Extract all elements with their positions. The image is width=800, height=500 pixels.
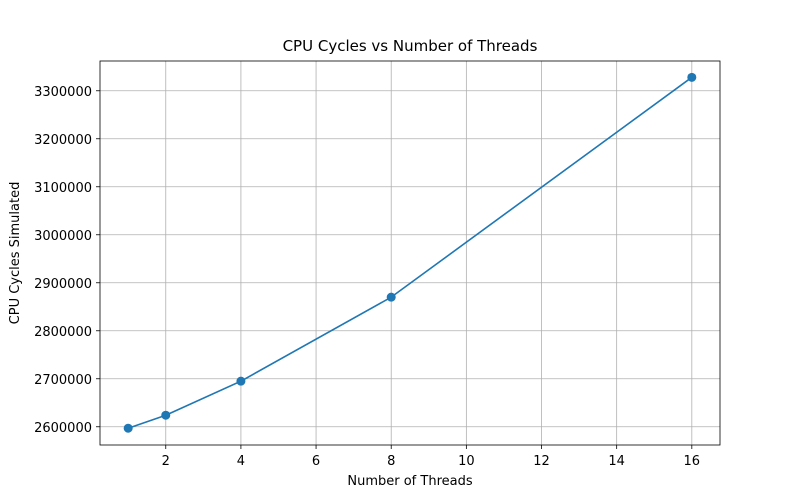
x-tick-label: 10 xyxy=(458,454,475,469)
ticks-layer: 2 4 6 8 10 12 14 16 2600000 2700000 2800000 2900000… xyxy=(34,85,700,469)
x-tick-label: 4 xyxy=(237,454,245,469)
series-layer xyxy=(123,72,697,433)
x-tick-label: 16 xyxy=(684,454,701,469)
data-point xyxy=(687,72,697,82)
y-axis-label: CPU Cycles Simulated xyxy=(8,182,23,325)
y-tick-label: 3300000 xyxy=(34,85,92,100)
x-tick-label: 8 xyxy=(387,454,395,469)
x-axis-label: Number of Threads xyxy=(347,474,472,489)
y-tick-label: 2700000 xyxy=(34,373,92,388)
data-point xyxy=(386,292,396,302)
grid-layer xyxy=(100,61,720,445)
y-tick-label: 2900000 xyxy=(34,277,92,292)
chart-title: CPU Cycles vs Number of Threads xyxy=(283,37,538,55)
y-tick-label: 2800000 xyxy=(34,325,92,340)
y-tick-label: 3000000 xyxy=(34,229,92,244)
data-point xyxy=(123,423,133,433)
y-tick-label: 3200000 xyxy=(34,133,92,148)
data-point xyxy=(236,376,246,386)
data-point xyxy=(161,410,171,420)
y-tick-label: 3100000 xyxy=(34,181,92,196)
axes-layer xyxy=(99,60,721,446)
plot-frame xyxy=(99,60,721,446)
x-tick-label: 6 xyxy=(312,454,320,469)
x-tick-label: 12 xyxy=(533,454,550,469)
x-tick-label: 2 xyxy=(162,454,170,469)
x-tick-label: 14 xyxy=(608,454,625,469)
y-tick-label: 2600000 xyxy=(34,421,92,436)
